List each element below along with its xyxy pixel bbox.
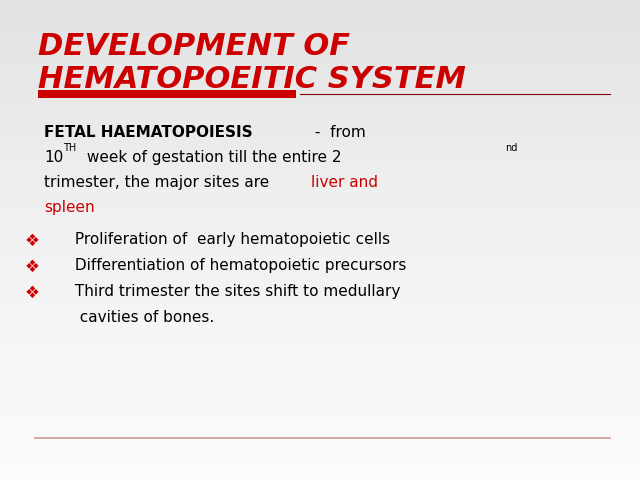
Text: FETAL HAEMATOPOIESIS: FETAL HAEMATOPOIESIS <box>44 125 253 140</box>
Text: HEMATOPOEITIC SYSTEM: HEMATOPOEITIC SYSTEM <box>38 65 466 94</box>
Text: TH: TH <box>63 143 76 153</box>
Text: spleen: spleen <box>44 200 95 215</box>
Text: ❖: ❖ <box>25 284 40 302</box>
Text: liver and: liver and <box>311 175 378 190</box>
Text: Proliferation of  early hematopoietic cells: Proliferation of early hematopoietic cel… <box>70 232 390 247</box>
Text: ❖: ❖ <box>25 258 40 276</box>
Text: week of gestation till the entire 2: week of gestation till the entire 2 <box>82 150 342 165</box>
Bar <box>38 90 296 98</box>
Text: Differentiation of hematopoietic precursors: Differentiation of hematopoietic precurs… <box>70 258 406 273</box>
Text: Third trimester the sites shift to medullary: Third trimester the sites shift to medul… <box>70 284 401 299</box>
Text: DEVELOPMENT OF: DEVELOPMENT OF <box>38 32 350 61</box>
Text: 10: 10 <box>44 150 63 165</box>
Text: -  from: - from <box>310 125 365 140</box>
Text: nd: nd <box>505 143 517 153</box>
Text: ❖: ❖ <box>25 232 40 250</box>
Text: cavities of bones.: cavities of bones. <box>70 310 214 325</box>
Text: trimester, the major sites are: trimester, the major sites are <box>44 175 274 190</box>
